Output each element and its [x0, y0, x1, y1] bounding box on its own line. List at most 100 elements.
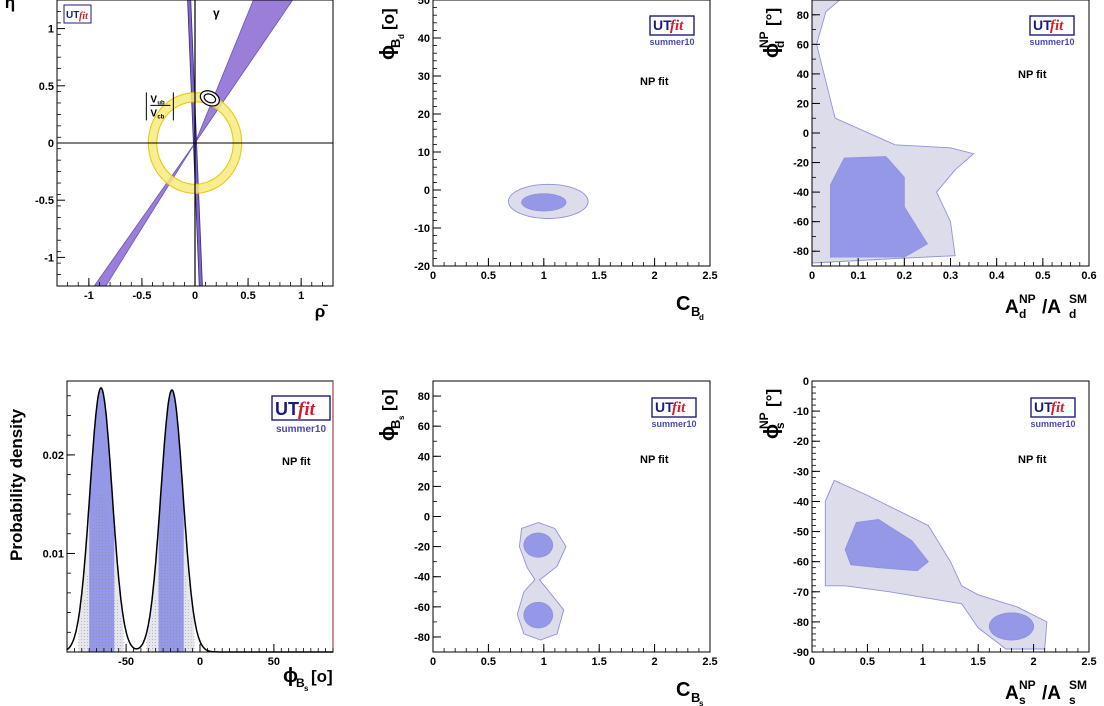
y-axis-label-group: Probability density — [7, 408, 26, 561]
np-fit-label: NP fit — [1018, 69, 1047, 81]
np-fit-label: NP fit — [282, 456, 311, 468]
x-axis-label: ρ̄ — [315, 302, 329, 321]
y-tick-label: -60 — [793, 217, 809, 229]
y-axis-unit: [o] — [379, 8, 398, 30]
chart-pdf-phiBs: -50 0 50 0.01 0.02 ϕB s[o] Probability density U… — [7, 380, 334, 693]
utfit-logo-box — [649, 15, 695, 36]
utfit-logo-box — [63, 4, 92, 24]
vcb-subscript: cb — [157, 114, 164, 120]
y-tick-label: 40 — [797, 69, 809, 81]
x-tick-label: 0.2 — [897, 270, 912, 282]
utfit-logo-fit: fit — [672, 400, 686, 416]
utfit-logo-box — [651, 397, 697, 418]
y-axis-label: η̄ — [5, 0, 18, 12]
y-tick-label: 0 — [424, 512, 430, 524]
x-tick-label: 2 — [652, 270, 658, 282]
x-tick-label: -1 — [84, 290, 94, 302]
utfit-logo-subtitle: summer10 — [1029, 37, 1074, 47]
y-tick-label: 40 — [418, 33, 430, 45]
x-tick-label: 2.5 — [702, 270, 717, 282]
x-tick-label: 1 — [541, 270, 547, 282]
vcb-label: V — [150, 108, 157, 119]
gamma-annotation: γ — [213, 6, 220, 20]
y-axis-label-sup: NP — [757, 412, 771, 429]
interval-68-0 — [89, 387, 115, 652]
x-axis-label: ϕ — [283, 665, 298, 687]
y-tick-label: 60 — [418, 421, 430, 433]
x-tick-label: 0.4 — [989, 270, 1005, 282]
y-axis-label-sub: B — [388, 420, 403, 429]
y-tick-label: -80 — [414, 632, 430, 644]
plot-frame — [432, 0, 711, 267]
x-tick-label: 2 — [652, 656, 658, 668]
y-axis-label-group: ϕBs [o] — [377, 389, 406, 441]
y-tick-label: 0 — [803, 128, 809, 140]
x-axis-label-2: /A — [1042, 297, 1061, 318]
contour-68 — [521, 193, 567, 212]
x-tick-label: 1 — [298, 290, 304, 302]
chart-phiNPs-ANPs: 0 0.5 1 1.5 2 2.5 -90 -80 -70 -60 -50 -40 -30 -20 -10 0… — [757, 376, 1097, 706]
y-tick-label: 60 — [797, 39, 809, 51]
utfit-logo-ut: UT — [1033, 17, 1052, 33]
x-axis-label-sub: d — [1019, 307, 1026, 321]
x-axis-label-subsub: s — [699, 699, 704, 706]
x-tick-label: 2.5 — [702, 656, 717, 668]
x-axis-label: C — [676, 679, 690, 701]
np-fit-label: NP fit — [1018, 454, 1047, 466]
utfit-logo-subtitle: summer10 — [649, 37, 694, 47]
x-axis-label-sup-2: SM — [1069, 292, 1087, 306]
utfit-logo-subtitle: summer10 — [651, 419, 696, 429]
y-tick-label: -40 — [793, 187, 809, 199]
y-tick-label: -60 — [793, 557, 809, 569]
x-axis-label-sup-2: SM — [1069, 678, 1087, 692]
x-tick-label: 50 — [268, 656, 280, 668]
y-tick-label: 20 — [797, 98, 809, 110]
x-tick-label: 2 — [1031, 656, 1037, 668]
x-tick-label: 0.1 — [851, 270, 866, 282]
y-axis-label-sub: d — [773, 41, 787, 48]
utfit-logo-subtitle: summer10 — [276, 424, 326, 435]
x-axis-label-2: /A — [1042, 683, 1061, 704]
y-tick-label: -80 — [793, 246, 809, 258]
utfit-logo-ut: UT — [1034, 399, 1053, 415]
y-tick-label: 30 — [418, 71, 430, 83]
y-axis-label-group: ϕBd [o] — [377, 8, 406, 60]
y-tick-label: 20 — [418, 109, 430, 121]
x-axis-label: A — [1005, 297, 1019, 318]
utfit-logo-fit: fit — [1051, 400, 1065, 416]
best-fit-contour-68 — [203, 93, 217, 104]
x-axis-label-subsub: d — [699, 313, 704, 322]
np-fit-label: NP fit — [640, 454, 669, 466]
x-axis-label-sub: B — [691, 690, 700, 705]
y-axis-label: Probability density — [7, 408, 26, 561]
y-axis-label: ϕ — [761, 424, 783, 439]
x-tick-label: 1.5 — [971, 656, 986, 668]
x-axis-label: C — [676, 293, 690, 315]
y-axis-label-sub: B — [388, 39, 403, 48]
y-axis-unit: [°] — [763, 8, 782, 26]
y-tick-label: 0.01 — [43, 548, 64, 560]
y-tick-label: 80 — [418, 391, 430, 403]
x-axis-label-sub: B — [691, 304, 700, 319]
utfit-logo-ut: UT — [66, 10, 79, 21]
x-tick-label: 2.5 — [1081, 656, 1096, 668]
x-axis-label-sub: s — [1019, 693, 1026, 706]
x-tick-label: -50 — [118, 656, 134, 668]
x-axis-unit: [o] — [311, 667, 333, 686]
utfit-logo-fit: fit — [79, 11, 89, 22]
x-tick-label: 0 — [197, 656, 203, 668]
utfit-logo-box — [271, 395, 331, 421]
y-tick-label: 10 — [418, 147, 430, 159]
y-tick-label: 80 — [797, 10, 809, 22]
y-tick-label: 0.5 — [39, 81, 54, 93]
x-axis-label-sup: NP — [1019, 678, 1036, 692]
x-axis-label-sub: B — [296, 676, 305, 690]
x-tick-label: 0 — [430, 656, 436, 668]
y-tick-label: 20 — [418, 481, 430, 493]
y-tick-label: -60 — [414, 602, 430, 614]
vub-label: V — [150, 94, 157, 105]
x-tick-label: 0.3 — [943, 270, 958, 282]
y-axis-unit: [o] — [379, 389, 398, 411]
vub-subscript: ub — [157, 100, 165, 106]
